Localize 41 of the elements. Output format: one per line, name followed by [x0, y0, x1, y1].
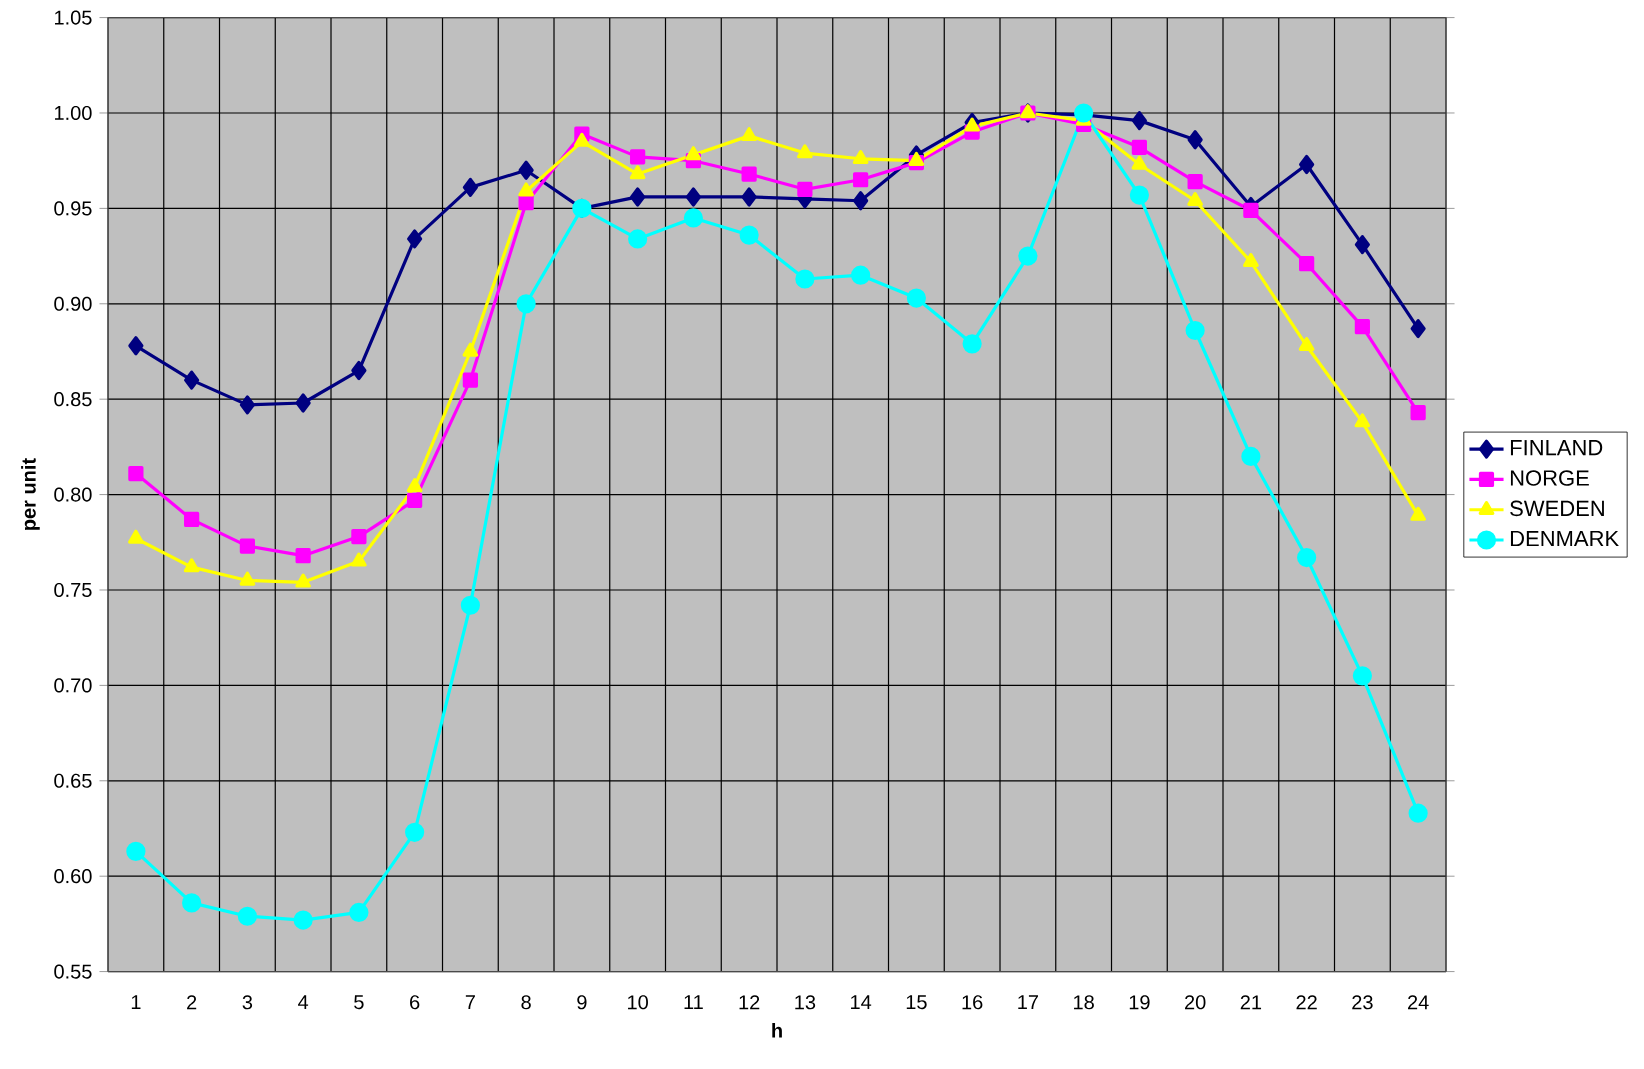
y-tick-label: 0.70	[54, 678, 92, 693]
legend-label: FINLAND	[1510, 440, 1603, 456]
x-tick-label: 16	[962, 995, 983, 1010]
y-tick-label: 0.95	[54, 201, 92, 216]
x-tick-label: 12	[739, 995, 760, 1010]
x-tick-label: 14	[851, 995, 872, 1009]
y-axis-title: per unit	[21, 458, 40, 530]
x-tick-label: 1	[131, 995, 141, 1009]
x-tick-label: 22	[1296, 995, 1317, 1010]
y-tick-label: 0.60	[54, 869, 92, 884]
x-tick-label: 13	[795, 995, 816, 1010]
y-tick-label: 1.00	[55, 105, 92, 121]
y-tick-label: 0.85	[54, 392, 92, 407]
legend-label: DENMARK	[1510, 530, 1619, 547]
x-tick-label: 10	[628, 995, 648, 1010]
x-axis-title: h	[772, 1023, 782, 1038]
legend-label: NORGE	[1510, 470, 1589, 486]
x-tick-label: 9	[577, 995, 587, 1010]
x-tick-label: 15	[906, 995, 927, 1010]
x-tick-label: 19	[1129, 995, 1150, 1010]
y-tick-label: 1.05	[55, 10, 92, 25]
x-tick-label: 5	[354, 995, 364, 1010]
x-tick-label: 18	[1074, 995, 1094, 1010]
x-tick-label: 23	[1352, 995, 1373, 1010]
x-tick-label: 6	[410, 995, 420, 1010]
x-tick-label: 11	[684, 995, 703, 1009]
x-tick-label: 3	[242, 995, 253, 1010]
x-tick-label: 24	[1408, 995, 1429, 1010]
x-tick-label: 4	[298, 995, 309, 1009]
y-tick-label: 0.90	[54, 296, 92, 311]
y-tick-label: 0.75	[54, 582, 92, 598]
x-tick-label: 8	[521, 995, 531, 1010]
y-tick-label: 0.65	[54, 773, 92, 788]
x-tick-label: 7	[465, 995, 475, 1009]
y-tick-label: 0.80	[54, 487, 92, 502]
legend-label: SWEDEN	[1510, 500, 1604, 517]
y-tick-label: 0.55	[54, 964, 92, 979]
x-tick-label: 2	[187, 995, 197, 1010]
x-tick-label: 17	[1018, 995, 1039, 1009]
x-tick-label: 21	[1240, 995, 1262, 1010]
x-tick-label: 20	[1185, 995, 1206, 1010]
